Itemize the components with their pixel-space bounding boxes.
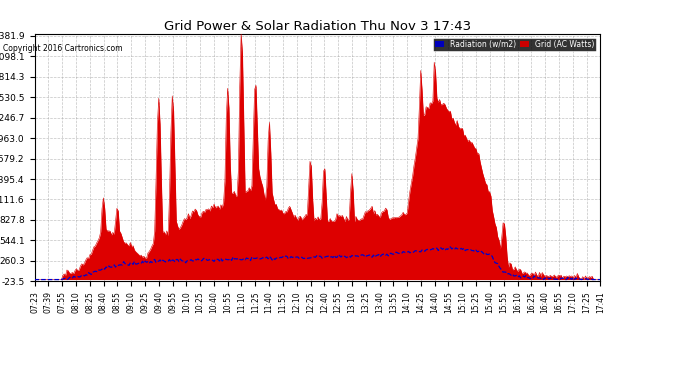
Title: Grid Power & Solar Radiation Thu Nov 3 17:43: Grid Power & Solar Radiation Thu Nov 3 1…: [164, 20, 471, 33]
Legend: Radiation (w/m2), Grid (AC Watts): Radiation (w/m2), Grid (AC Watts): [433, 38, 596, 51]
Text: Copyright 2016 Cartronics.com: Copyright 2016 Cartronics.com: [3, 44, 123, 52]
